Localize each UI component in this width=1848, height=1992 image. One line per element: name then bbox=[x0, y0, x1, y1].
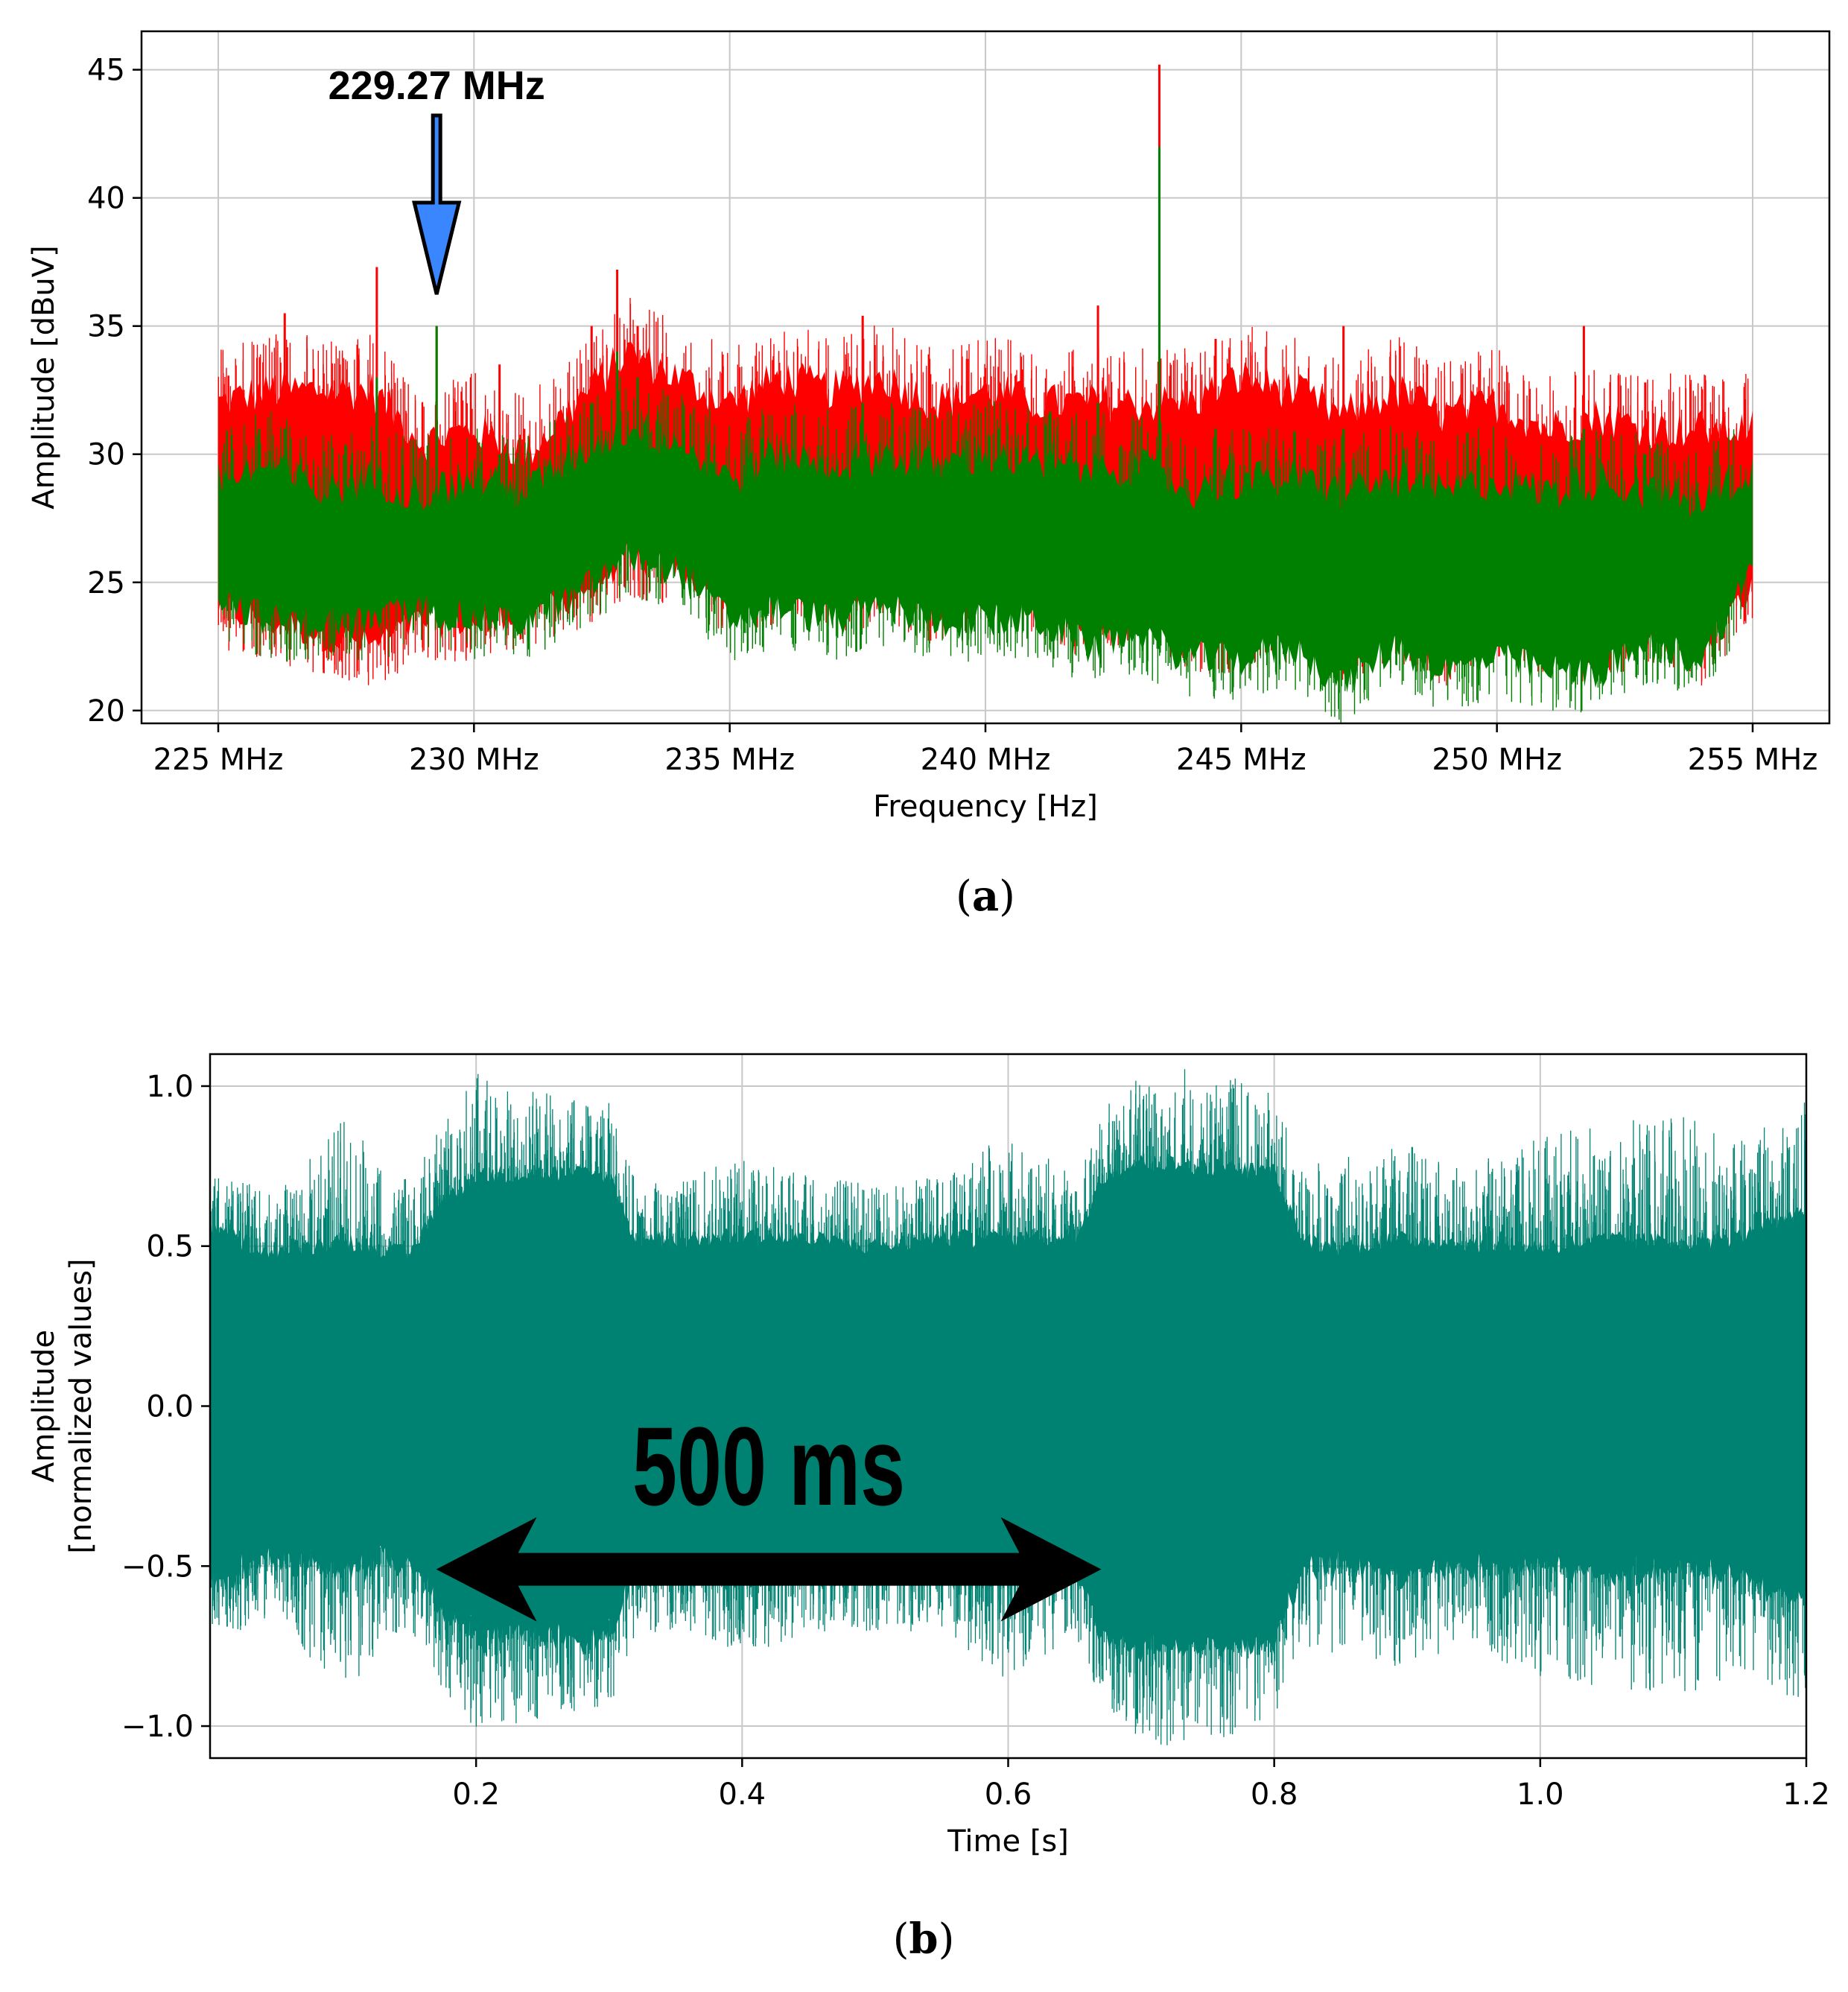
chart-a-x-tick-label: 230 MHz bbox=[409, 743, 539, 777]
chart-a-caption-letter: a bbox=[972, 872, 999, 921]
chart-a-y-tick-label: 40 bbox=[87, 182, 125, 216]
chart-a-x-tick-label: 240 MHz bbox=[921, 743, 1051, 777]
chart-a-y-tick-label: 45 bbox=[87, 54, 125, 88]
chart-a-annotation-arrow-icon bbox=[412, 113, 462, 295]
chart-b-series bbox=[209, 1069, 1807, 1745]
chart-b-signal bbox=[209, 1069, 1807, 1745]
chart-a-y-tick-label: 25 bbox=[87, 566, 125, 600]
chart-a-x-tick-label: 250 MHz bbox=[1432, 743, 1562, 777]
chart-a-y-tick-label: 30 bbox=[87, 438, 125, 472]
chart-a-series bbox=[217, 64, 1753, 723]
chart-a-x-tick-label: 235 MHz bbox=[664, 743, 795, 777]
chart-a-annotation: 229.27 MHz bbox=[328, 63, 545, 295]
chart-b-waveform: 0.2 0.4 0.6 0.8 1.0 1.2 1.00.50.0−0.5−1.0 Tim… bbox=[27, 1053, 1830, 1964]
chart-a-x-tick-label: 225 MHz bbox=[153, 743, 284, 777]
chart-a-spectrum: 225 MHz 230 MHz 235 MHz 240 MHz 245 MHz 250 M… bbox=[27, 30, 1831, 921]
chart-a-peaks bbox=[258, 64, 1647, 545]
chart-a-y-tick-label: 35 bbox=[87, 310, 125, 344]
chart-a-x-axis-label: Frequency [Hz] bbox=[873, 790, 1098, 824]
chart-a-x-tick-label: 245 MHz bbox=[1176, 743, 1306, 777]
chart-a-y-ticks: 20 25 30 35 40 45 bbox=[87, 54, 142, 729]
chart-a-annotation-label: 229.27 MHz bbox=[328, 63, 545, 108]
chart-a-caption: (a) bbox=[956, 872, 1015, 921]
chart-a-x-tick-label: 255 MHz bbox=[1688, 743, 1818, 777]
chart-a-y-tick-label: 20 bbox=[87, 694, 125, 729]
chart-a-y-axis-label: Amplitude [dBuV] bbox=[27, 245, 61, 509]
chart-a-x-ticks: 225 MHz 230 MHz 235 MHz 240 MHz 245 MHz 250 M… bbox=[153, 723, 1818, 777]
chart-a-series-green bbox=[218, 377, 1753, 723]
chart-b-signal-core bbox=[210, 1155, 1806, 1663]
